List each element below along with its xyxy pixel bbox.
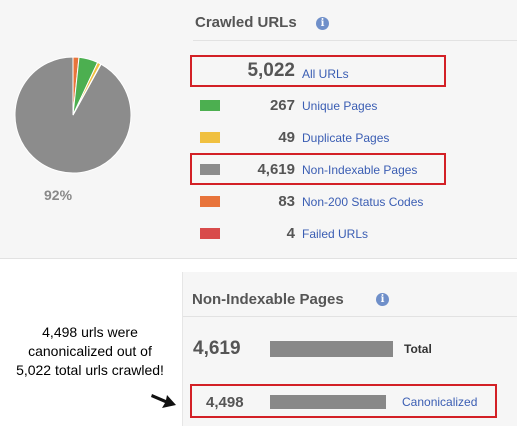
duplicate-pages-link[interactable]: Duplicate Pages — [302, 131, 390, 145]
non-200-swatch — [200, 196, 220, 207]
annotation-text: 4,498 urls were canonicalized out of 5,0… — [2, 323, 178, 380]
non-indexable-count: 4,619 — [257, 161, 295, 178]
non-200-count: 83 — [278, 193, 295, 210]
row-total: 4,619 Total — [193, 336, 513, 359]
canonicalized-count: 4,498 — [206, 394, 244, 411]
canonicalized-bar — [270, 395, 386, 409]
title-divider — [193, 40, 517, 41]
row-failed-urls: 4 Failed URLs — [195, 224, 445, 244]
unique-pages-swatch — [200, 100, 220, 111]
failed-urls-link[interactable]: Failed URLs — [302, 227, 369, 241]
unique-pages-link[interactable]: Unique Pages — [302, 99, 378, 113]
all-urls-count: 5,022 — [247, 60, 295, 81]
info-icon[interactable]: i — [376, 293, 389, 306]
crawled-urls-pie-chart — [14, 56, 132, 174]
annotation-line-2: canonicalized out of — [28, 343, 152, 359]
all-urls-link[interactable]: All URLs — [302, 67, 349, 81]
duplicate-pages-swatch — [200, 132, 220, 143]
row-non-indexable-pages: 4,619 Non-Indexable Pages — [195, 160, 445, 180]
failed-urls-count: 4 — [286, 225, 295, 242]
total-bar — [270, 341, 393, 357]
non-indexable-link[interactable]: Non-Indexable Pages — [302, 163, 418, 177]
canonicalized-link[interactable]: Canonicalized — [402, 395, 478, 409]
highlight-box-non-indexable — [190, 153, 446, 185]
row-non-200-status: 83 Non-200 Status Codes — [195, 192, 455, 212]
total-label: Total — [404, 342, 432, 356]
crawled-urls-title: Crawled URLs — [195, 14, 297, 31]
total-count: 4,619 — [193, 338, 241, 359]
crawled-urls-panel: Crawled URLs i 92% 5,022 All URLs 267 Un… — [0, 14, 517, 259]
unique-pages-count: 267 — [269, 97, 295, 114]
annotation-line-3: 5,022 total urls crawled! — [16, 362, 164, 378]
annotation-line-1: 4,498 urls were — [42, 324, 138, 340]
failed-urls-swatch — [200, 228, 220, 239]
pie-percent-label: 92% — [44, 187, 73, 203]
duplicate-pages-count: 49 — [278, 129, 295, 146]
non-200-link[interactable]: Non-200 Status Codes — [302, 195, 424, 209]
row-all-urls: 5,022 All URLs — [195, 60, 445, 82]
info-icon[interactable]: i — [316, 17, 329, 30]
arrow-icon — [151, 394, 176, 408]
non-indexable-swatch — [200, 164, 220, 175]
highlight-box-canonicalized — [190, 384, 497, 418]
title-divider — [183, 316, 517, 317]
highlight-box-all-urls — [190, 55, 446, 87]
non-indexable-title: Non-Indexable Pages — [192, 291, 344, 308]
row-duplicate-pages: 49 Duplicate Pages — [195, 128, 445, 148]
non-indexable-panel: Non-Indexable Pages i 4,619 Total 4,498 … — [182, 272, 517, 426]
row-canonicalized: 4,498 Canonicalized — [193, 393, 513, 413]
row-unique-pages: 267 Unique Pages — [195, 96, 445, 116]
pie-slice-failed-urls — [72, 63, 102, 116]
